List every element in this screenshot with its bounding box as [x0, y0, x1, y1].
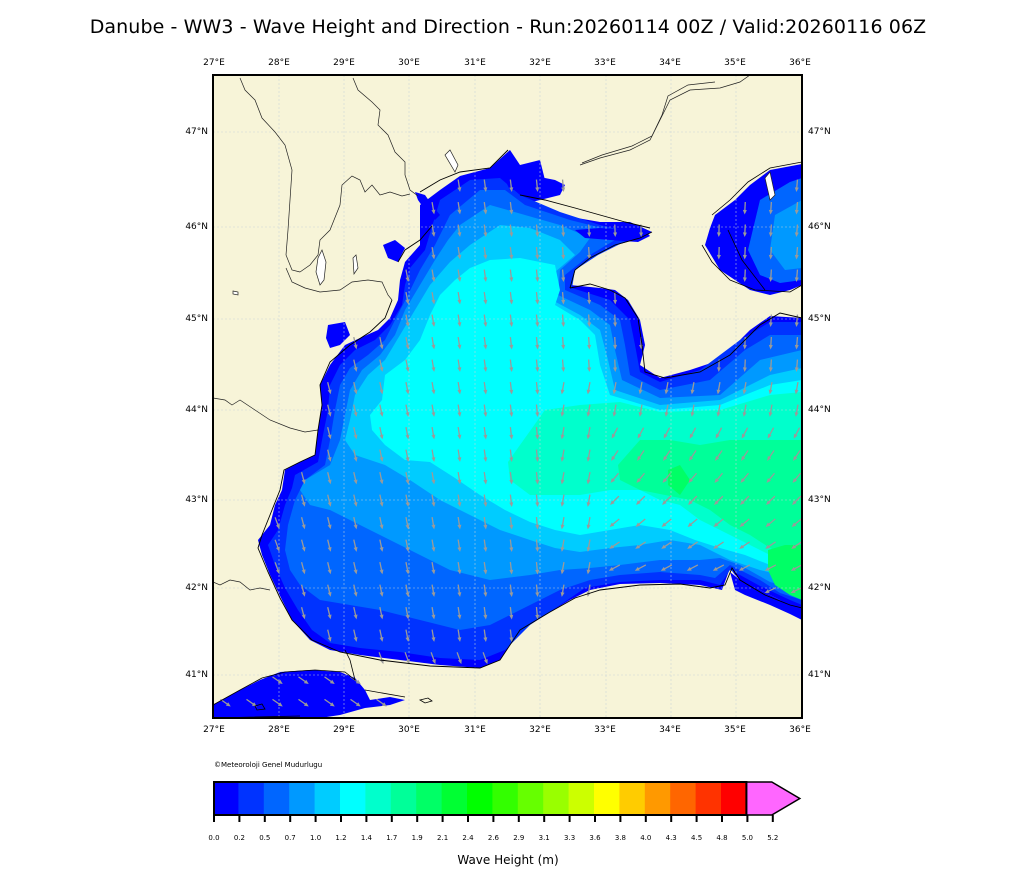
- lat-tick-right: 47°N: [808, 127, 831, 137]
- lon-tick-bottom: 28°E: [268, 725, 290, 735]
- lat-tick-right: 44°N: [808, 405, 831, 415]
- colorbar-tick-label: 3.6: [589, 834, 601, 842]
- colorbar-segment: [543, 782, 570, 815]
- colorbar-tick-label: 4.5: [691, 834, 703, 842]
- lat-tick-left: 41°N: [185, 670, 208, 680]
- colorbar-segment: [416, 782, 443, 815]
- lon-tick-top: 30°E: [398, 58, 420, 68]
- colorbar-tick-label: 5.2: [767, 834, 779, 842]
- lon-tick-bottom: 27°E: [203, 725, 225, 735]
- lon-tick-bottom: 29°E: [333, 725, 355, 735]
- colorbar-tick-label: 2.1: [437, 834, 449, 842]
- lon-tick-bottom: 35°E: [724, 725, 746, 735]
- colorbar-segment: [263, 782, 290, 815]
- colorbar-tick-label: 1.2: [335, 834, 347, 842]
- colorbar-segment: [441, 782, 468, 815]
- colorbar-segment: [568, 782, 595, 815]
- colorbar-segment: [721, 782, 747, 815]
- lon-tick-top: 28°E: [268, 58, 290, 68]
- copyright-credit: ©Meteoroloji Genel Mudurlugu: [214, 761, 323, 769]
- colorbar-tick-label: 2.6: [487, 834, 499, 842]
- lon-tick-top: 36°E: [789, 58, 811, 68]
- colorbar-segment: [390, 782, 417, 815]
- colorbar-tick-label: 5.0: [741, 834, 753, 842]
- lon-tick-bottom: 30°E: [398, 725, 420, 735]
- lon-tick-top: 32°E: [529, 58, 551, 68]
- lon-tick-top: 35°E: [724, 58, 746, 68]
- coastlines: [213, 75, 802, 718]
- lon-tick-top: 34°E: [659, 58, 681, 68]
- colorbar-tick-label: 1.0: [310, 834, 322, 842]
- colorbar-tick-label: 2.4: [462, 834, 474, 842]
- lon-tick-bottom: 33°E: [594, 725, 616, 735]
- lat-tick-left: 45°N: [185, 314, 208, 324]
- colorbar-tick-label: 0.0: [208, 834, 220, 842]
- colorbar-tick-label: 3.8: [614, 834, 626, 842]
- lat-tick-left: 42°N: [185, 583, 208, 593]
- colorbar-tick-label: 1.7: [386, 834, 398, 842]
- chart-title: Danube - WW3 - Wave Height and Direction…: [89, 16, 927, 38]
- lat-tick-right: 45°N: [808, 314, 831, 324]
- colorbar-segment: [365, 782, 392, 815]
- colorbar-segment: [517, 782, 544, 815]
- colorbar-extend-arrow: [745, 781, 802, 816]
- colorbar-tick-label: 0.5: [259, 834, 271, 842]
- lat-tick-left: 43°N: [185, 495, 208, 505]
- lat-tick-right: 43°N: [808, 495, 831, 505]
- lat-tick-right: 46°N: [808, 222, 831, 232]
- colorbar-tick-label: 1.4: [360, 834, 372, 842]
- colorbar-tick-label: 3.3: [564, 834, 576, 842]
- colorbar-segment: [289, 782, 316, 815]
- lat-tick-left: 46°N: [185, 222, 208, 232]
- lat-tick-left: 47°N: [185, 127, 208, 137]
- lat-tick-left: 44°N: [185, 405, 208, 415]
- lon-tick-bottom: 31°E: [464, 725, 486, 735]
- colorbar-tick-label: 0.2: [233, 834, 245, 842]
- colorbar-tick-label: 3.1: [538, 834, 550, 842]
- colorbar-segment: [594, 782, 620, 815]
- colorbar-segment: [238, 782, 265, 815]
- colorbar-title: Wave Height (m): [457, 853, 559, 867]
- graticule: [213, 75, 802, 718]
- lon-tick-bottom: 32°E: [529, 725, 551, 735]
- lon-tick-top: 31°E: [464, 58, 486, 68]
- colorbar-tick-label: 4.8: [716, 834, 728, 842]
- lat-tick-right: 41°N: [808, 670, 831, 680]
- colorbar: [213, 781, 802, 822]
- lon-tick-bottom: 34°E: [659, 725, 681, 735]
- colorbar-segment: [467, 782, 493, 815]
- colorbar-tick-label: 4.3: [665, 834, 677, 842]
- colorbar-segment: [213, 782, 239, 815]
- colorbar-tick-label: 0.7: [284, 834, 296, 842]
- colorbar-segment: [670, 782, 697, 815]
- colorbar-segment: [340, 782, 366, 815]
- colorbar-segment: [619, 782, 646, 815]
- lon-tick-bottom: 36°E: [789, 725, 811, 735]
- lon-tick-top: 33°E: [594, 58, 616, 68]
- colorbar-segment: [695, 782, 722, 815]
- lat-tick-right: 42°N: [808, 583, 831, 593]
- map-frame: [212, 74, 803, 719]
- colorbar-segment: [314, 782, 341, 815]
- colorbar-segment: [492, 782, 519, 815]
- lon-tick-top: 27°E: [203, 58, 225, 68]
- colorbar-tick-label: 2.9: [513, 834, 525, 842]
- lon-tick-top: 29°E: [333, 58, 355, 68]
- colorbar-tick-label: 4.0: [640, 834, 652, 842]
- colorbar-segment: [644, 782, 671, 815]
- colorbar-tick-label: 1.9: [411, 834, 423, 842]
